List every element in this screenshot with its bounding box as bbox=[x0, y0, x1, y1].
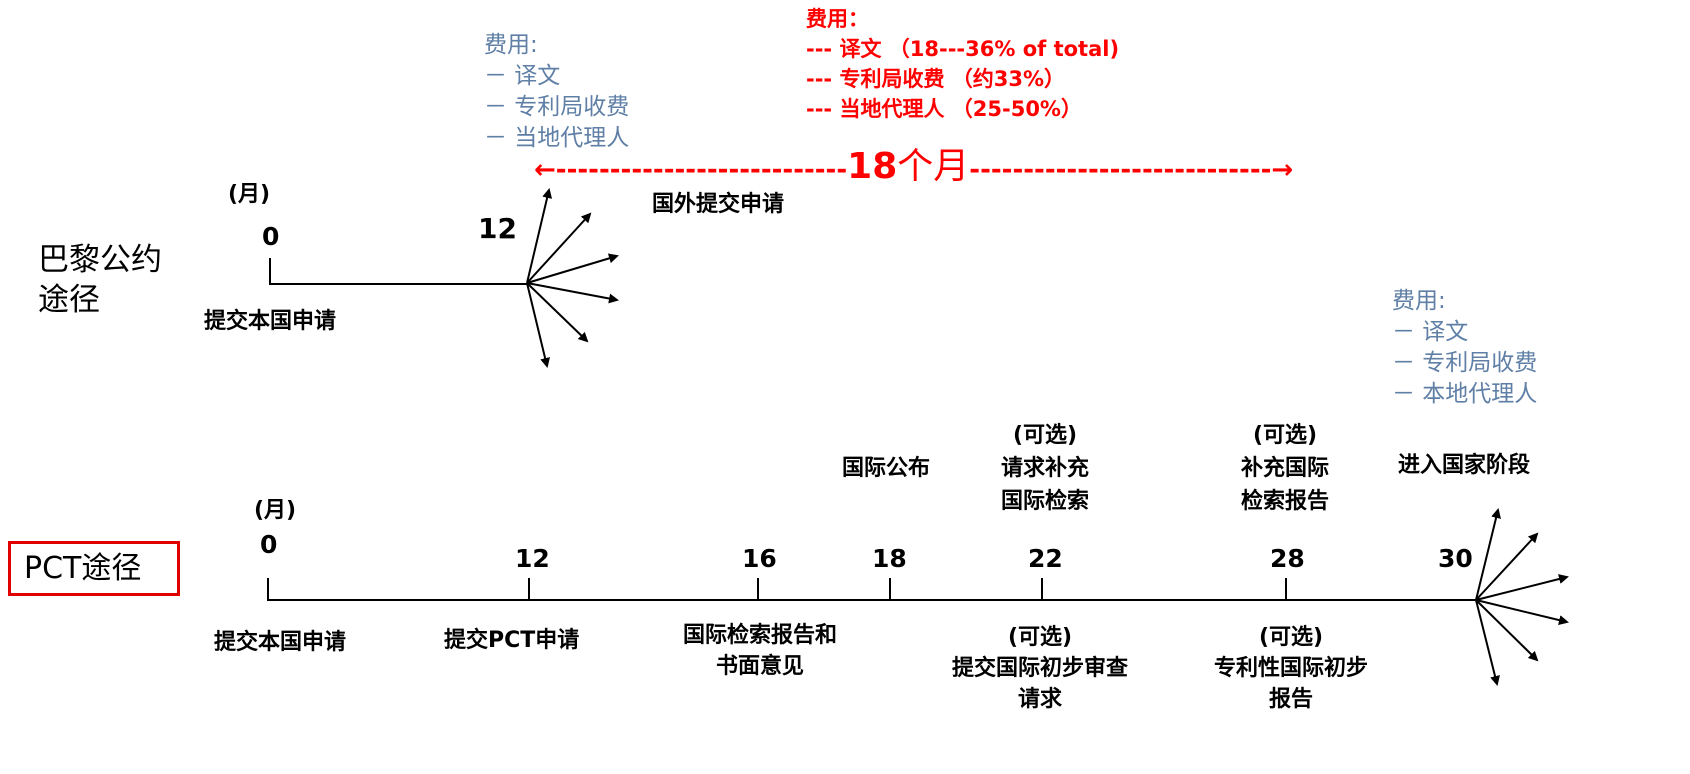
pct-caption-preliminary-report: (可选) 专利性国际初步 报告 bbox=[1213, 625, 1368, 712]
fees-red-line: --- 当地代理人 （25-50%） bbox=[806, 97, 1082, 121]
pct-fan-arrow bbox=[1475, 599, 1500, 686]
span-right-dashes: ----------------------------→ bbox=[969, 155, 1294, 185]
pct-arrow-fan bbox=[1475, 508, 1569, 686]
pct-caption-pct-filing: 提交PCT申请 bbox=[444, 628, 580, 653]
fees-red-title: 费用： bbox=[806, 7, 869, 31]
pct-month-28: 28 bbox=[1270, 544, 1305, 573]
paris-fan-arrow bbox=[526, 282, 550, 368]
paris-start-caption: 提交本国申请 bbox=[204, 309, 337, 334]
pct-fees-title: 费用: bbox=[1392, 288, 1446, 314]
span-number: 18 bbox=[847, 146, 898, 187]
paris-fees-item: － 译文 bbox=[484, 63, 561, 89]
pct-caption-supplementary-search-report: (可选) 补充国际 检索报告 bbox=[1240, 423, 1329, 514]
pct-fees-item: － 本地代理人 bbox=[1392, 381, 1538, 407]
fees-red-line: --- 译文 （18---36% of total) bbox=[806, 37, 1120, 61]
paris-fees-title: 费用: bbox=[484, 32, 538, 58]
paris-fan-arrow bbox=[526, 282, 619, 304]
paris-route-label: 巴黎公约 途径 bbox=[38, 240, 162, 320]
pct-caption-supplementary-search-request: (可选) 请求补充 国际检索 bbox=[1000, 423, 1089, 514]
paris-fees-item: － 当地代理人 bbox=[484, 125, 630, 151]
span-unit: 个月 bbox=[897, 146, 970, 187]
paris-timeline bbox=[269, 258, 530, 285]
pct-month-unit: (月) bbox=[254, 498, 297, 523]
pct-month-0: 0 bbox=[260, 530, 278, 559]
paris-month-12: 12 bbox=[478, 212, 517, 245]
paris-route-label-line2: 途径 bbox=[38, 282, 100, 318]
paris-abroad-caption: 国外提交申请 bbox=[652, 192, 785, 217]
pct-month-22: 22 bbox=[1028, 544, 1063, 573]
pct-caption-national-phase: 进入国家阶段 bbox=[1398, 453, 1531, 478]
span-left-dashes: ←--------------------------- bbox=[534, 155, 848, 185]
paris-fan-arrow bbox=[526, 212, 592, 284]
pct-month-30: 30 bbox=[1438, 544, 1473, 573]
pct-month-18: 18 bbox=[872, 544, 907, 573]
paris-timeline-line bbox=[269, 258, 530, 285]
paris-month-0: 0 bbox=[262, 222, 280, 251]
paris-fan-arrow bbox=[526, 282, 589, 343]
paris-arrow-fan bbox=[526, 188, 619, 368]
pct-fees-item: － 专利局收费 bbox=[1392, 350, 1538, 376]
paris-fees-item: － 专利局收费 bbox=[484, 94, 630, 120]
pct-fees-blue: 费用: － 译文 － 专利局收费 － 本地代理人 bbox=[1392, 286, 1537, 410]
fees-red-note: 费用： --- 译文 （18---36% of total) --- 专利局收费… bbox=[806, 4, 1119, 124]
pct-route-box bbox=[8, 541, 180, 596]
fees-red-line: --- 专利局收费 （约33%） bbox=[806, 67, 1066, 91]
pct-caption-search-report: 国际检索报告和 书面意见 bbox=[682, 623, 837, 679]
pct-caption-preliminary-exam-request: (可选) 提交国际初步审查 请求 bbox=[951, 625, 1128, 712]
paris-fan-arrow bbox=[526, 253, 619, 284]
pct-month-16: 16 bbox=[742, 544, 777, 573]
eighteen-month-span: ←---------------------------18个月--------… bbox=[534, 142, 1293, 195]
pct-caption-international-publication: 国际公布 bbox=[842, 456, 931, 481]
pct-month-12: 12 bbox=[515, 544, 550, 573]
pct-fan-arrow bbox=[1475, 599, 1569, 625]
paris-fees-blue: 费用: － 译文 － 专利局收费 － 当地代理人 bbox=[484, 30, 629, 154]
paris-month-unit: (月) bbox=[228, 182, 271, 207]
pct-fees-item: － 译文 bbox=[1392, 319, 1469, 345]
pct-fan-arrow bbox=[1475, 599, 1539, 662]
pct-route-label: PCT途径 bbox=[24, 551, 142, 586]
pct-fan-arrow bbox=[1475, 508, 1501, 601]
paris-fan-arrow bbox=[526, 188, 553, 284]
pct-caption-home-filing: 提交本国申请 bbox=[214, 630, 347, 655]
pct-fan-arrow bbox=[1475, 532, 1539, 601]
paris-route-label-line1: 巴黎公约 bbox=[38, 242, 162, 278]
pct-fan-arrow bbox=[1475, 574, 1569, 601]
pct-ticks bbox=[267, 578, 1287, 601]
